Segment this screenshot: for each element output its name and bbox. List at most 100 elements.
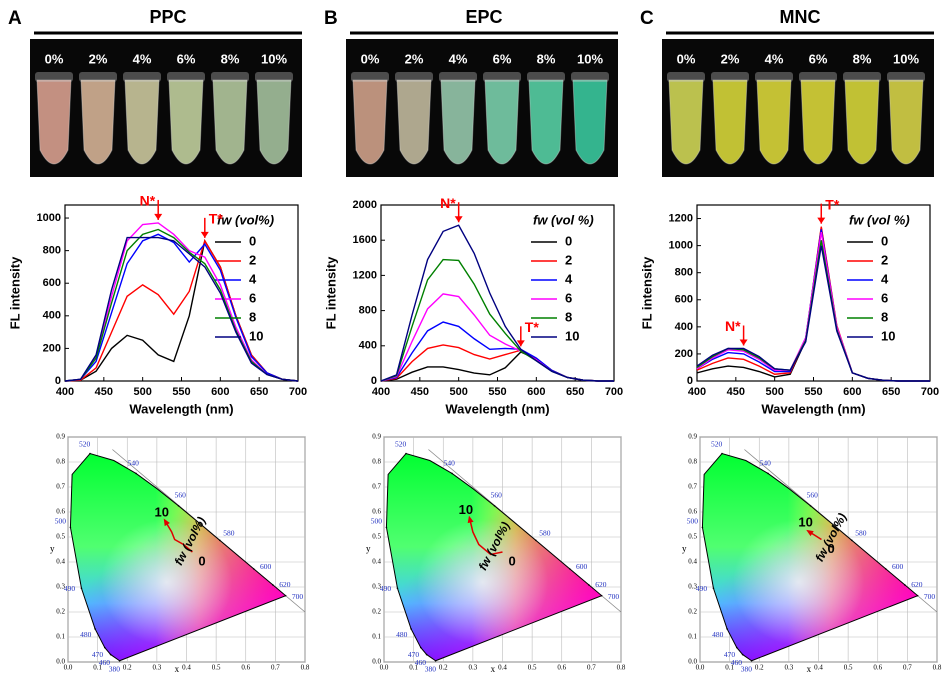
wavelength-label: 490 — [696, 584, 708, 593]
locus-point — [904, 584, 906, 586]
y-tick-label: 0.6 — [688, 508, 697, 516]
locus-outline — [385, 452, 603, 662]
locus-point — [109, 653, 112, 656]
locus-point — [396, 587, 399, 590]
wavelength-label: 540 — [760, 458, 772, 467]
x-tick-label: 0.0 — [380, 664, 389, 672]
legend-label: 2 — [881, 252, 888, 267]
y-tick-label: 0.7 — [688, 483, 697, 491]
x-tick-label: 0.7 — [903, 664, 912, 672]
wavelength-label: 600 — [892, 562, 904, 571]
series-line — [64, 239, 299, 382]
x-tick-label: 550 — [804, 386, 822, 398]
vial — [572, 79, 608, 165]
wavelength-label: 540 — [128, 458, 140, 467]
x-tick-label: 0.5 — [844, 664, 853, 672]
vial — [212, 79, 248, 165]
wavelength-label: 500 — [687, 517, 699, 526]
series-line — [380, 344, 614, 382]
y-axis-label: FL intensity — [639, 256, 654, 329]
x-tick-label: 0.4 — [498, 664, 507, 672]
locus-point — [712, 587, 715, 590]
x-axis-label: x — [807, 664, 812, 674]
wavelength-label: 620 — [279, 580, 291, 589]
legend-title: fw (vol%) — [217, 212, 274, 227]
vial-cap — [79, 72, 117, 82]
y-tick-label: 600 — [43, 277, 61, 289]
wavelength-label: 600 — [576, 562, 588, 571]
series-line — [380, 224, 614, 382]
x-axis-label: Wavelength (nm) — [761, 401, 865, 416]
legend-label: 2 — [565, 252, 572, 267]
x-tick-label: 0.8 — [301, 664, 310, 672]
y-tick-label: 0.7 — [372, 483, 381, 491]
legend-label: 4 — [565, 271, 573, 286]
legend-label: 8 — [565, 309, 572, 324]
y-tick-label: 0.9 — [688, 433, 697, 441]
wavelength-label: 480 — [80, 630, 92, 639]
locus-point — [135, 472, 137, 475]
legend-label: 10 — [881, 328, 895, 343]
wavelength-label: 470 — [92, 650, 104, 659]
panel-letter: A — [8, 8, 22, 29]
wavelength-label: 580 — [539, 529, 551, 538]
wavelength-label: 500 — [55, 517, 67, 526]
locus-point — [103, 646, 106, 649]
wavelength-label: 470 — [724, 650, 736, 659]
legend-label: 4 — [249, 271, 257, 286]
photo-label: 4% — [133, 51, 152, 66]
y-tick-label: 1200 — [353, 269, 377, 281]
vial — [484, 79, 520, 165]
legend-label: 8 — [249, 309, 256, 324]
wavelength-label: 460 — [99, 658, 111, 667]
y-tick-label: 0.9 — [56, 433, 65, 441]
y-tick-label: 400 — [675, 321, 693, 333]
wavelength-label: 520 — [395, 439, 407, 448]
wavelength-label: 380 — [109, 664, 121, 673]
wavelength-label: 700 — [924, 592, 936, 601]
locus-point — [252, 568, 255, 570]
y-tick-label: 1000 — [37, 212, 61, 224]
x-tick-label: 650 — [250, 386, 268, 398]
y-tick-label: 0.5 — [688, 533, 697, 541]
x-tick-label: 550 — [488, 386, 506, 398]
x-tick-label: 400 — [56, 386, 74, 398]
x-tick-label: 0.0 — [64, 664, 73, 672]
vial-cap — [211, 72, 249, 82]
y-tick-label: 0.3 — [688, 583, 697, 591]
y-tick-label: 200 — [43, 342, 61, 354]
wavelength-label: 460 — [415, 658, 427, 667]
wavelength-label: 380 — [741, 664, 753, 673]
photo-label: 4% — [449, 51, 468, 66]
arrow-head — [516, 340, 525, 347]
y-tick-label: 0.3 — [56, 583, 65, 591]
photo-label: 6% — [809, 51, 828, 66]
y-tick-label: 0.9 — [372, 433, 381, 441]
x-tick-label: 400 — [372, 386, 390, 398]
trajectory — [469, 519, 503, 556]
x-tick-label: 0.1 — [725, 664, 734, 672]
y-tick-label: 800 — [43, 245, 61, 257]
series-line — [696, 245, 930, 382]
locus-point — [735, 646, 738, 649]
legend-label: 6 — [881, 290, 888, 305]
locus-point — [535, 539, 537, 542]
legend-label: 0 — [881, 233, 888, 248]
x-tick-label: 0.0 — [696, 664, 705, 672]
x-tick-label: 700 — [605, 386, 623, 398]
x-tick-label: 0.8 — [617, 664, 626, 672]
arrow-head — [817, 217, 826, 224]
trajectory-arrow — [467, 515, 474, 524]
x-tick-label: 400 — [688, 386, 706, 398]
locus-point — [600, 594, 603, 597]
series-line — [696, 240, 930, 382]
photo — [30, 39, 302, 177]
vial — [256, 79, 292, 165]
x-tick-label: 0.3 — [153, 664, 162, 672]
photo-label: 4% — [765, 51, 784, 66]
locus-point — [284, 594, 287, 597]
locus-point — [385, 526, 388, 529]
x-tick-label: 0.5 — [212, 664, 221, 672]
vial — [712, 79, 748, 165]
